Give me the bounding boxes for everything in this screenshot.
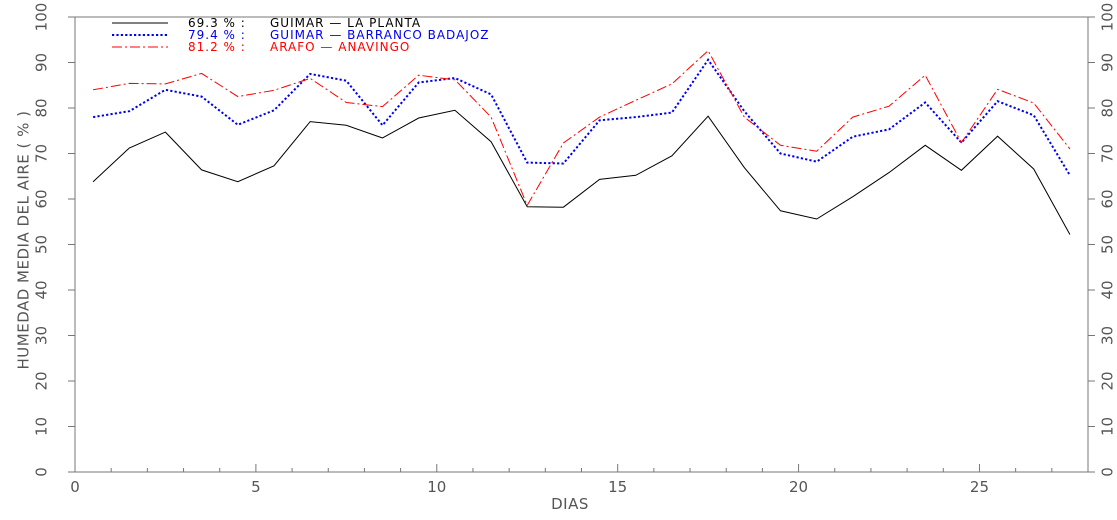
x-tick-label: 5 xyxy=(251,478,261,496)
y-tick-label-right: 60 xyxy=(1099,189,1117,208)
legend-label-2: GUIMAR — BARRANCO BADAJOZ xyxy=(270,28,490,42)
y-tick-label-left: 50 xyxy=(33,235,51,254)
y-tick-label-left: 70 xyxy=(33,144,51,163)
series-line-3 xyxy=(93,49,1071,207)
y-tick-label-left: 80 xyxy=(33,98,51,117)
y-axis-title: HUMEDAD MEDIA DEL AIRE ( % ) xyxy=(15,111,33,370)
y-tick-label-right: 10 xyxy=(1099,417,1117,436)
plot-frame xyxy=(74,16,1089,473)
y-tick-label-right: 100 xyxy=(1099,3,1117,32)
y-tick-label-left: 30 xyxy=(33,326,51,345)
legend-label-1: GUIMAR — LA PLANTA xyxy=(270,16,421,30)
x-tick-label: 0 xyxy=(70,478,80,496)
y-tick-label-right: 70 xyxy=(1099,144,1117,163)
x-tick-label: 20 xyxy=(789,478,808,496)
y-tick-label-left: 100 xyxy=(33,3,51,32)
x-tick-label: 25 xyxy=(970,478,989,496)
plot-border xyxy=(74,16,1089,473)
y-tick-label-right: 80 xyxy=(1099,98,1117,117)
y-tick-label-left: 10 xyxy=(33,417,51,436)
y-tick-label-right: 20 xyxy=(1099,371,1117,390)
series-line-2 xyxy=(92,58,1071,176)
x-axis-label: DIAS xyxy=(551,495,589,513)
y-tick-label-left: 60 xyxy=(33,189,51,208)
y-tick-label-right: 50 xyxy=(1099,235,1117,254)
series-line-1 xyxy=(92,109,1071,235)
legend-mean-1: 69.3 % : xyxy=(188,16,246,30)
legend-mean-2: 79.4 % : xyxy=(188,28,246,42)
y-tick-label-left: 90 xyxy=(33,53,51,72)
x-tick-label: 10 xyxy=(427,478,446,496)
legend: 69.3 % : GUIMAR — LA PLANTA 79.4 % : GUIMAR… xyxy=(112,16,490,54)
y-tick-label-right: 90 xyxy=(1099,53,1117,72)
legend-label-3: ARAFO — ANAVINGO xyxy=(270,40,410,54)
y-tick-label-right: 0 xyxy=(1099,467,1117,477)
y-tick-label-left: 40 xyxy=(33,280,51,299)
y-tick-label-left: 0 xyxy=(33,467,51,477)
series-lines xyxy=(92,49,1071,235)
y-tick-label-left: 20 xyxy=(33,371,51,390)
x-tick-label: 15 xyxy=(608,478,627,496)
y-axis-label: HUMEDAD MEDIA DEL AIRE ( % ) xyxy=(15,111,33,370)
y-tick-label-right: 40 xyxy=(1099,280,1117,299)
legend-mean-3: 81.2 % : xyxy=(188,40,246,54)
y-tick-label-right: 30 xyxy=(1099,326,1117,345)
